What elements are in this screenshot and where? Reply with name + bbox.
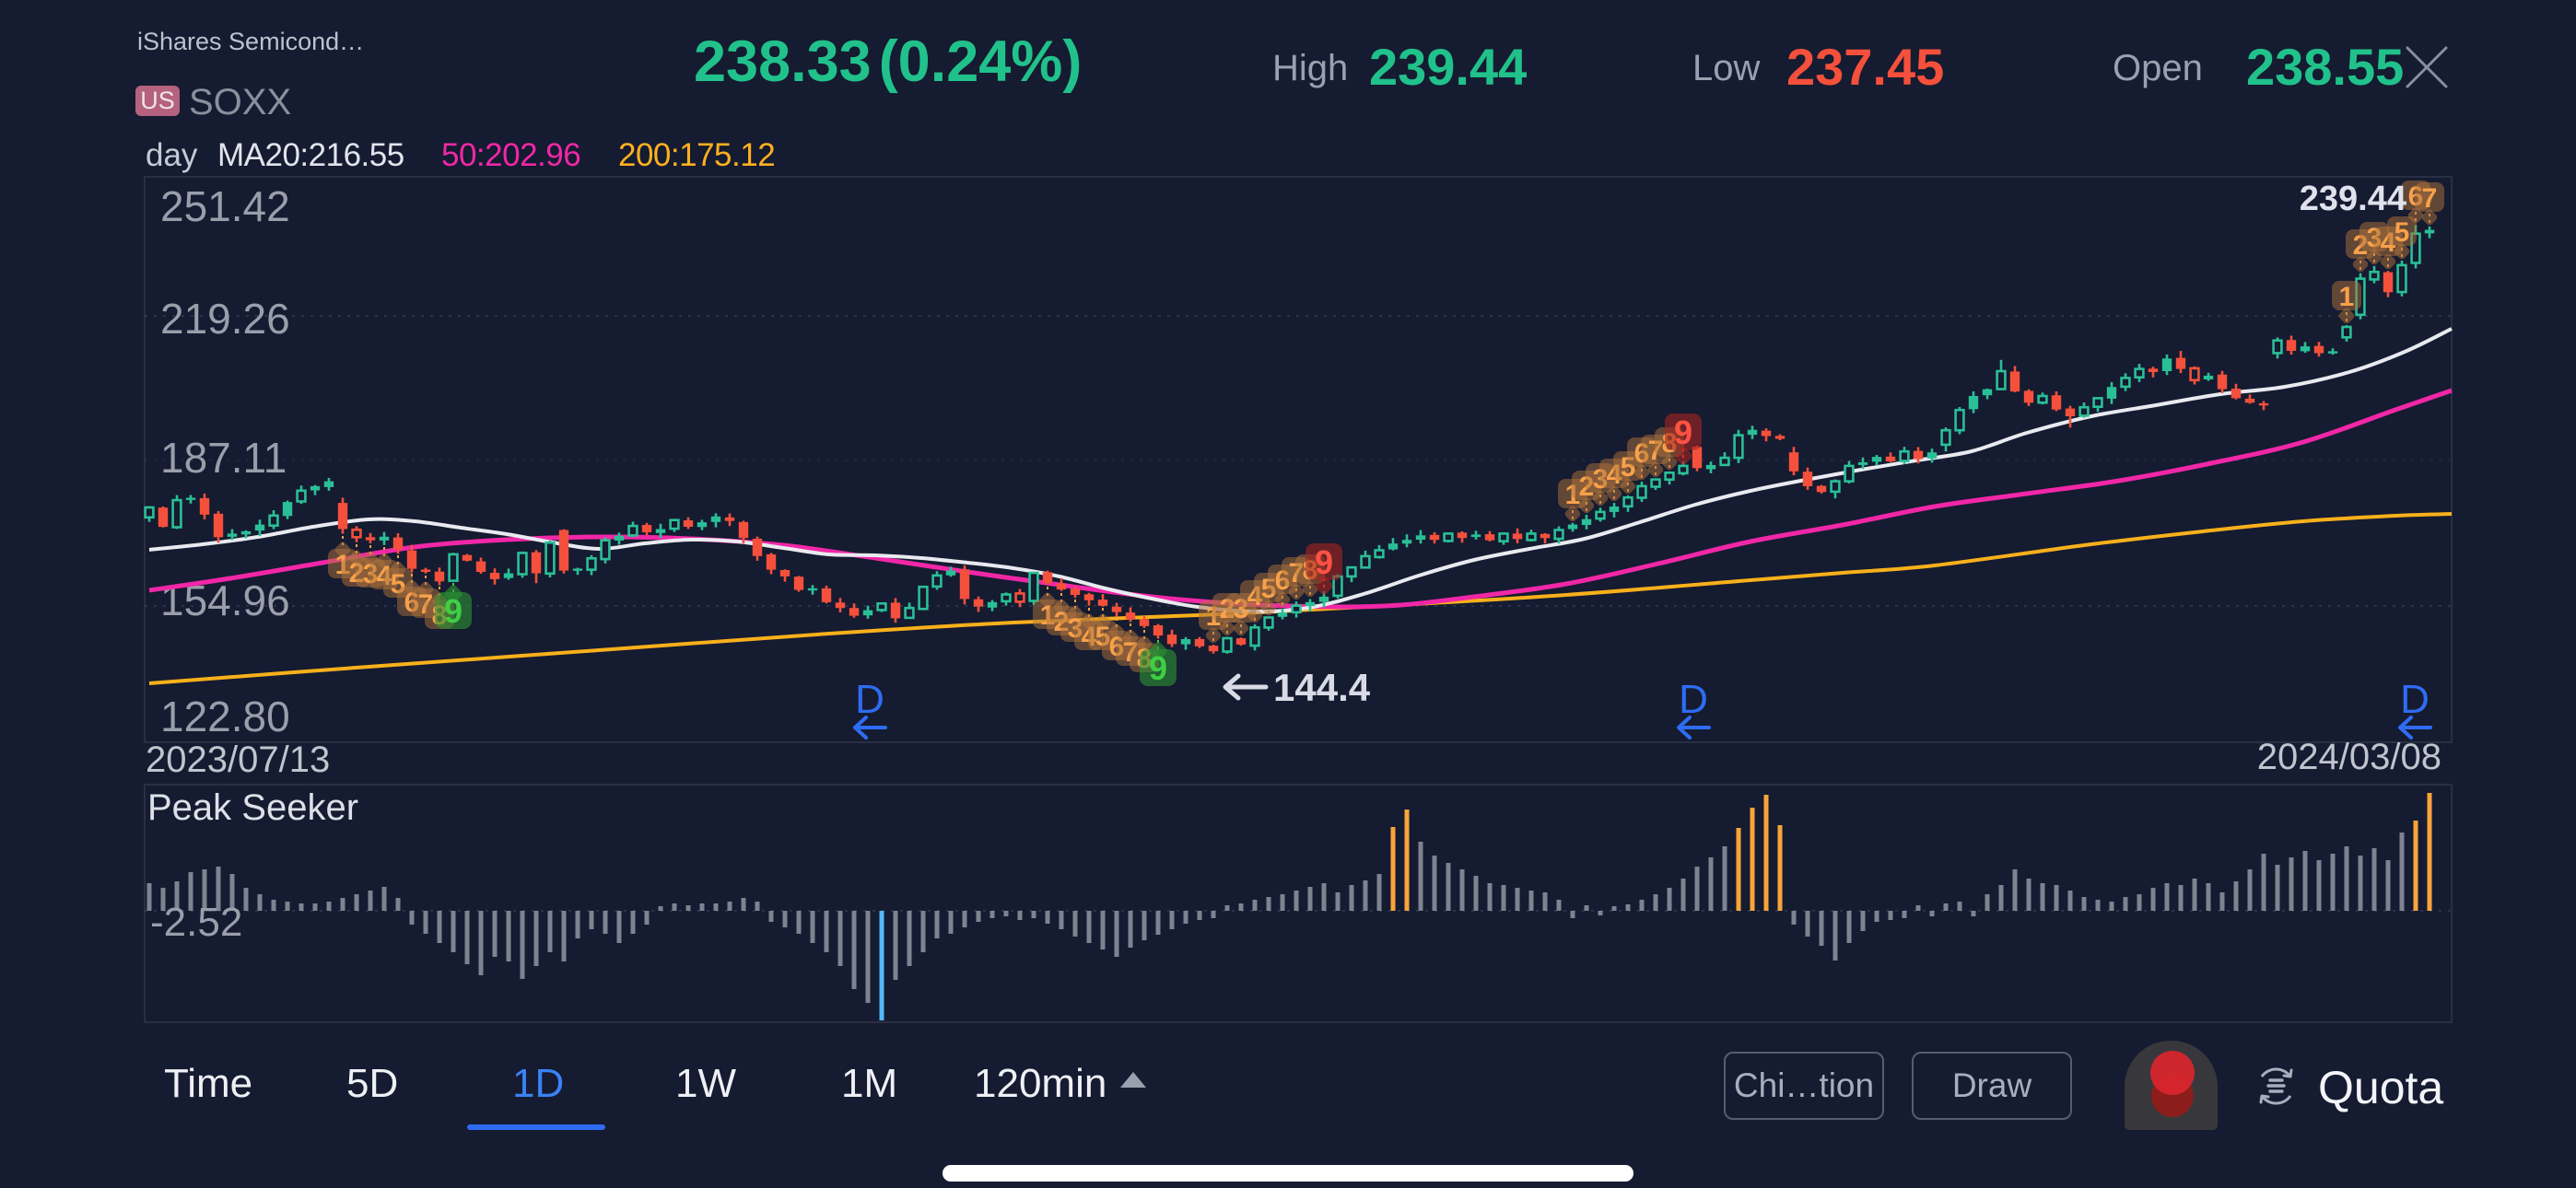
- svg-text:9: 9: [1315, 543, 1333, 581]
- svg-text:Peak Seeker: Peak Seeker: [147, 787, 358, 828]
- svg-text:122.80: 122.80: [160, 693, 290, 740]
- svg-text:D: D: [2400, 677, 2430, 722]
- svg-text:5: 5: [2395, 217, 2410, 248]
- svg-text:187.11: 187.11: [160, 434, 287, 482]
- svg-text:D: D: [1679, 677, 1708, 722]
- svg-text:7: 7: [2422, 183, 2438, 214]
- svg-text:9: 9: [444, 592, 463, 630]
- svg-text:144.4: 144.4: [1273, 666, 1371, 709]
- svg-text:251.42: 251.42: [160, 182, 290, 230]
- svg-text:219.26: 219.26: [160, 295, 290, 343]
- svg-text:239.44: 239.44: [2300, 180, 2406, 218]
- svg-text:D: D: [855, 677, 884, 722]
- svg-text:1: 1: [2339, 282, 2355, 312]
- svg-text:9: 9: [1149, 649, 1167, 687]
- svg-text:9: 9: [1674, 413, 1692, 451]
- svg-text:-2.52: -2.52: [150, 900, 242, 945]
- svg-text:2023/07/13: 2023/07/13: [146, 740, 330, 780]
- svg-text:2024/03/08: 2024/03/08: [2257, 737, 2441, 777]
